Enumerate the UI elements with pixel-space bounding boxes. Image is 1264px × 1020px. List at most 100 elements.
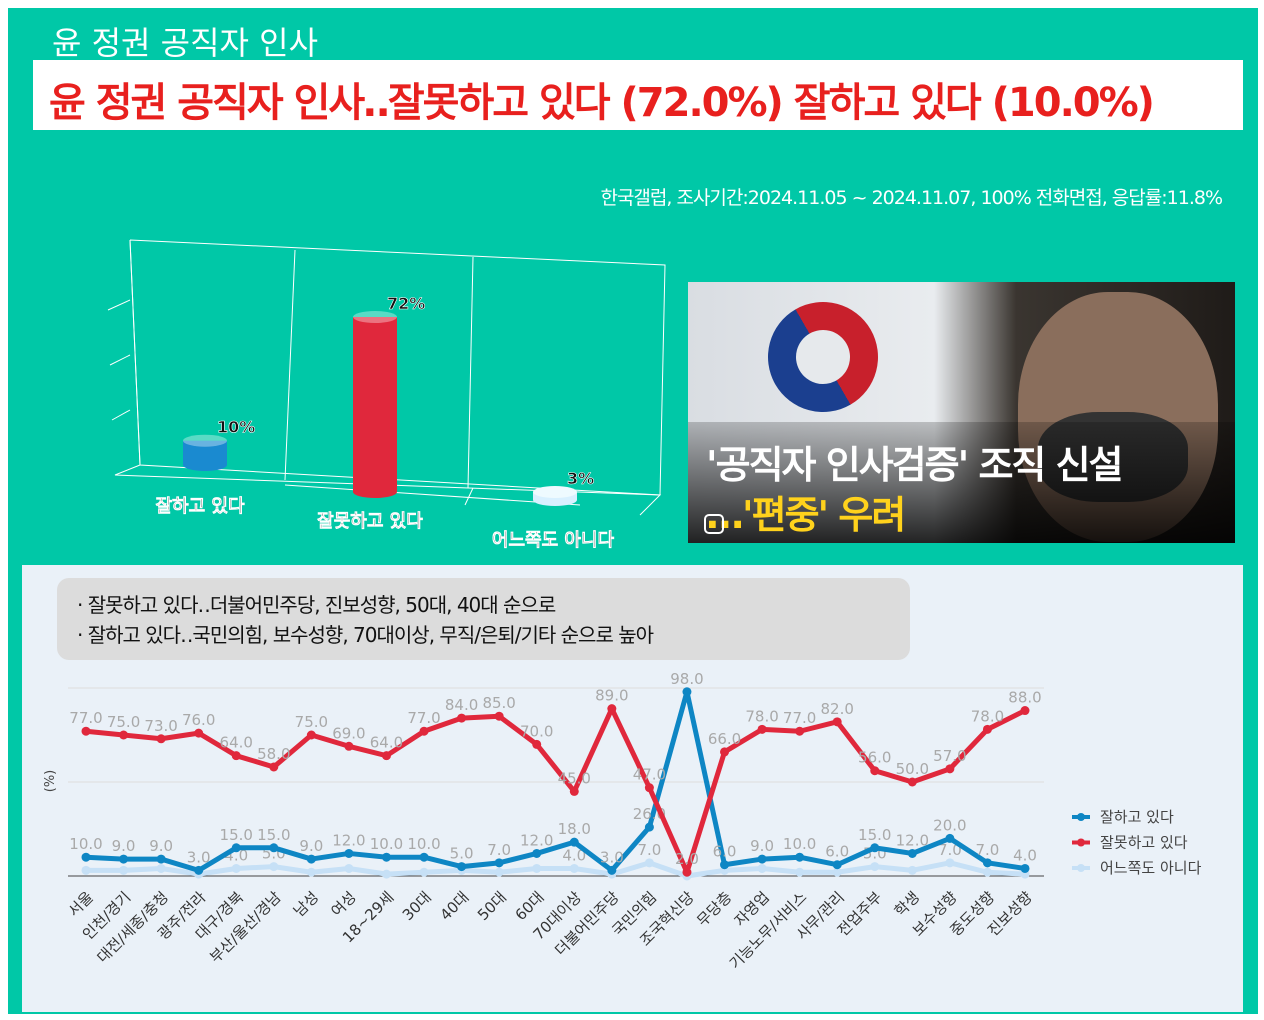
data-label: 10.0 bbox=[783, 835, 816, 853]
headline-banner: 윤 정권 공직자 인사‥잘못하고 있다 (72.0%) 잘하고 있다 (10.0… bbox=[33, 60, 1243, 130]
data-point bbox=[119, 854, 129, 864]
data-label: 57.0 bbox=[933, 747, 966, 765]
data-point bbox=[569, 863, 579, 873]
data-label: 47.0 bbox=[633, 766, 666, 784]
data-point bbox=[306, 730, 316, 740]
data-point bbox=[644, 858, 654, 868]
data-label: 77.0 bbox=[783, 709, 816, 727]
x-tick-label: 50대 bbox=[474, 888, 510, 924]
data-label: 6.0 bbox=[713, 843, 737, 861]
x-tick-label: 40대 bbox=[436, 888, 472, 924]
x-tick-label: 30대 bbox=[399, 888, 435, 924]
x-tick-label: 남성 bbox=[290, 888, 322, 920]
data-label: 7.0 bbox=[487, 841, 511, 859]
data-label: 2.0 bbox=[675, 850, 699, 868]
data-point bbox=[982, 724, 992, 734]
data-label: 6.0 bbox=[825, 843, 849, 861]
data-point bbox=[419, 726, 429, 736]
grid-line bbox=[129, 239, 141, 466]
data-point bbox=[832, 717, 842, 727]
x-tick-label: 서울 bbox=[65, 888, 97, 920]
bar-value-label: 3% bbox=[567, 469, 594, 488]
data-point bbox=[156, 854, 166, 864]
data-label: 3.0 bbox=[187, 848, 211, 866]
data-point bbox=[419, 867, 429, 877]
data-label: 66.0 bbox=[708, 730, 741, 748]
data-point bbox=[907, 777, 917, 787]
y-axis-label: (%) bbox=[43, 770, 58, 793]
data-point bbox=[532, 739, 542, 749]
data-point bbox=[607, 865, 617, 875]
bar-value-label: 10% bbox=[217, 418, 255, 437]
data-label: 4.0 bbox=[562, 846, 586, 864]
data-point bbox=[945, 858, 955, 868]
data-point bbox=[532, 848, 542, 858]
data-point bbox=[982, 858, 992, 868]
photo-caption-line1: '공직자 인사검증' 조직 신설 bbox=[706, 443, 1124, 487]
grid-line bbox=[284, 249, 296, 481]
data-point bbox=[569, 837, 579, 847]
data-point bbox=[156, 734, 166, 744]
x-tick-label: 학생 bbox=[891, 888, 923, 920]
data-point bbox=[757, 863, 767, 873]
data-point bbox=[1020, 706, 1030, 716]
data-point bbox=[907, 848, 917, 858]
data-point bbox=[381, 751, 391, 761]
data-label: 88.0 bbox=[1008, 689, 1041, 707]
line-chart-panel: · 잘못하고 있다‥더불어민주당, 진보성향, 50대, 40대 순으로 · 잘… bbox=[22, 565, 1243, 1012]
data-label: 78.0 bbox=[745, 707, 778, 725]
data-label: 7.0 bbox=[938, 841, 962, 859]
page-title: 윤 정권 공직자 인사 bbox=[52, 24, 319, 62]
legend-marker bbox=[1077, 813, 1085, 821]
data-point bbox=[381, 852, 391, 862]
bar-category-label: 잘하고 있다 bbox=[155, 496, 245, 517]
data-point bbox=[945, 764, 955, 774]
data-point bbox=[720, 747, 730, 757]
series-line bbox=[85, 689, 1026, 873]
data-point bbox=[457, 862, 467, 872]
data-point bbox=[119, 865, 129, 875]
data-point bbox=[457, 713, 467, 723]
data-label: 64.0 bbox=[370, 734, 403, 752]
data-point bbox=[231, 751, 241, 761]
grid-line bbox=[284, 484, 581, 506]
data-label: 56.0 bbox=[858, 749, 891, 767]
grid-line bbox=[467, 256, 474, 489]
data-label: 15.0 bbox=[220, 826, 253, 844]
bar-bottom bbox=[353, 486, 397, 498]
data-point bbox=[231, 863, 241, 873]
data-point bbox=[532, 863, 542, 873]
summary-note: · 잘못하고 있다‥더불어민주당, 진보성향, 50대, 40대 순으로 · 잘… bbox=[57, 578, 910, 660]
data-point bbox=[644, 822, 654, 832]
bar-bottom bbox=[183, 459, 227, 471]
bar-top bbox=[533, 486, 577, 498]
data-label: 58.0 bbox=[257, 745, 290, 763]
data-label: 82.0 bbox=[820, 700, 853, 718]
data-label: 5.0 bbox=[450, 845, 474, 863]
data-label: 75.0 bbox=[295, 713, 328, 731]
data-point bbox=[494, 711, 504, 721]
lens-icon[interactable] bbox=[704, 514, 724, 534]
data-point bbox=[757, 724, 767, 734]
series-line bbox=[85, 706, 1027, 875]
bar-top bbox=[183, 434, 227, 447]
data-label: 7.0 bbox=[976, 841, 1000, 859]
photo-caption-line2: …'편중' 우려 bbox=[706, 493, 906, 537]
data-label: 78.0 bbox=[971, 707, 1004, 725]
data-label: 10.0 bbox=[370, 835, 403, 853]
data-point bbox=[269, 843, 279, 853]
data-label: 9.0 bbox=[750, 837, 774, 855]
data-point bbox=[945, 833, 955, 843]
data-label: 9.0 bbox=[149, 837, 173, 855]
data-label: 10.0 bbox=[407, 835, 440, 853]
data-point bbox=[870, 862, 880, 872]
data-point bbox=[419, 852, 429, 862]
data-point bbox=[119, 730, 129, 740]
data-label: 50.0 bbox=[896, 760, 929, 778]
data-point bbox=[795, 852, 805, 862]
x-tick-label: 무당층 bbox=[693, 888, 735, 930]
data-label: 4.0 bbox=[1013, 846, 1037, 864]
data-label: 20.0 bbox=[933, 816, 966, 834]
data-point bbox=[795, 867, 805, 877]
